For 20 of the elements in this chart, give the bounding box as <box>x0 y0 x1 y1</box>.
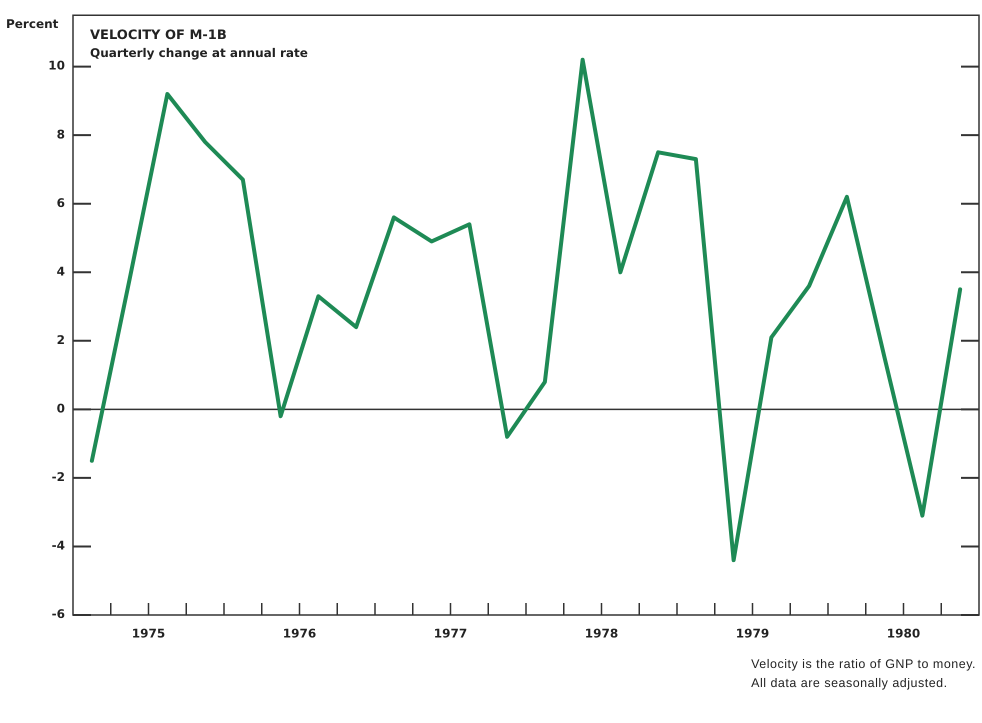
y-tick-label: 4 <box>56 264 65 278</box>
x-tick-label: 1977 <box>434 626 468 640</box>
y-tick-label: -2 <box>52 470 65 484</box>
y-axis-title: Percent <box>6 17 58 31</box>
x-tick-label: 1975 <box>132 626 166 640</box>
x-tick-label: 1978 <box>584 626 618 640</box>
x-tick-label: 1980 <box>886 626 920 640</box>
x-tick-label: 1976 <box>282 626 316 640</box>
y-tick-label: -4 <box>52 538 65 553</box>
text: Velocity is the ratio of GNP to money. <box>751 656 976 673</box>
text: VELOCITY OF M-1B <box>90 28 227 43</box>
text: Quarterly change at annual rate <box>90 46 308 60</box>
y-tick-label: 10 <box>48 58 65 73</box>
y-tick-label: 0 <box>56 401 65 416</box>
y-tick-label: 2 <box>56 332 65 347</box>
y-tick-label: 6 <box>56 196 65 210</box>
y-tick-label: -6 <box>52 607 65 622</box>
x-tick-label: 1979 <box>736 626 770 640</box>
y-tick-label: 8 <box>56 127 65 142</box>
text: All data are seasonally adjusted. <box>751 675 949 692</box>
